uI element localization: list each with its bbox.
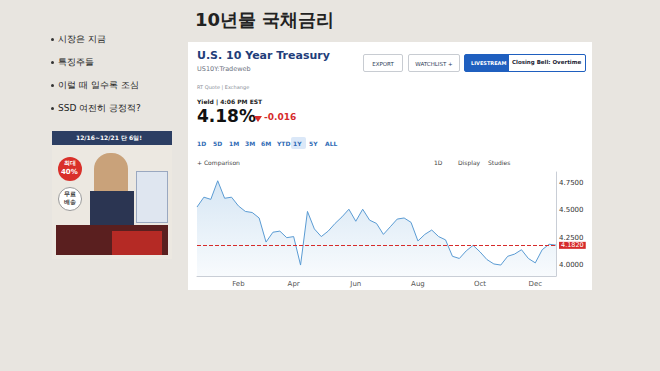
html-text:-0.016: -0.016 bbox=[264, 112, 297, 122]
html-text:Display: Display bbox=[458, 159, 481, 166]
html-text:10년물 국채금리: 10년물 국채금리 bbox=[195, 9, 335, 30]
html-text:이럴 때 일수록 조심: 이럴 때 일수록 조심 bbox=[58, 80, 139, 90]
html-text:LIVESTREAM: LIVESTREAM bbox=[471, 60, 507, 66]
svg-text:Aug: Aug bbox=[411, 280, 425, 288]
svg-text:4.5000: 4.5000 bbox=[559, 206, 584, 214]
html-text:US10Y:Tradeweb: US10Y:Tradeweb bbox=[197, 65, 251, 73]
html-text:특징주들: 특징주들 bbox=[58, 57, 94, 67]
html-text:+ Comparison: + Comparison bbox=[197, 159, 240, 166]
svg-text:Jun: Jun bbox=[349, 280, 361, 288]
html-text:최대: 최대 bbox=[64, 160, 76, 166]
html-text:Closing Bell: Overtime: Closing Bell: Overtime bbox=[512, 59, 582, 65]
svg-text:4.1820: 4.1820 bbox=[561, 241, 584, 249]
html-text:6M: 6M bbox=[261, 140, 272, 147]
html-text:1M: 1M bbox=[229, 140, 240, 147]
html-text:4.18%: 4.18% bbox=[197, 106, 256, 126]
html-text:3M: 3M bbox=[245, 140, 256, 147]
html-text:WATCHLIST +: WATCHLIST + bbox=[415, 61, 453, 67]
html-text:U.S. 10 Year Treasury: U.S. 10 Year Treasury bbox=[197, 49, 330, 62]
html-text:시장은 지금: 시장은 지금 bbox=[58, 34, 106, 44]
html-text:배송: 배송 bbox=[64, 199, 76, 205]
svg-text:4.2500: 4.2500 bbox=[559, 233, 584, 242]
html-text:Studies: Studies bbox=[488, 159, 511, 166]
html-text:1D: 1D bbox=[434, 159, 443, 166]
svg-text:4.0000: 4.0000 bbox=[559, 261, 584, 269]
html-text:무료: 무료 bbox=[64, 191, 76, 197]
html-text:12/16~12/21 단 6일!: 12/16~12/21 단 6일! bbox=[76, 134, 142, 141]
html-text:ALL: ALL bbox=[325, 140, 338, 147]
svg-text:Dec: Dec bbox=[529, 280, 543, 288]
svg-text:4.7500: 4.7500 bbox=[559, 179, 584, 187]
svg-text:Oct: Oct bbox=[474, 280, 486, 288]
svg-text:Feb: Feb bbox=[232, 280, 245, 288]
html-text:YTD 1Y: YTD 1Y bbox=[277, 140, 302, 147]
html-text:5D: 5D bbox=[213, 140, 223, 147]
svg-text:Apr: Apr bbox=[288, 280, 300, 288]
html-text:5Y: 5Y bbox=[309, 140, 318, 147]
html-text:40%: 40% bbox=[61, 168, 78, 176]
html-text:RT Quote | Exchange: RT Quote | Exchange bbox=[197, 84, 250, 90]
html-text:Yield | 4:06 PM EST: Yield | 4:06 PM EST bbox=[197, 98, 263, 105]
html-text:EXPORT: EXPORT bbox=[372, 61, 394, 67]
html-text:SSD 여전히 긍정적?: SSD 여전히 긍정적? bbox=[58, 103, 141, 113]
html-text:1D: 1D bbox=[197, 140, 207, 147]
